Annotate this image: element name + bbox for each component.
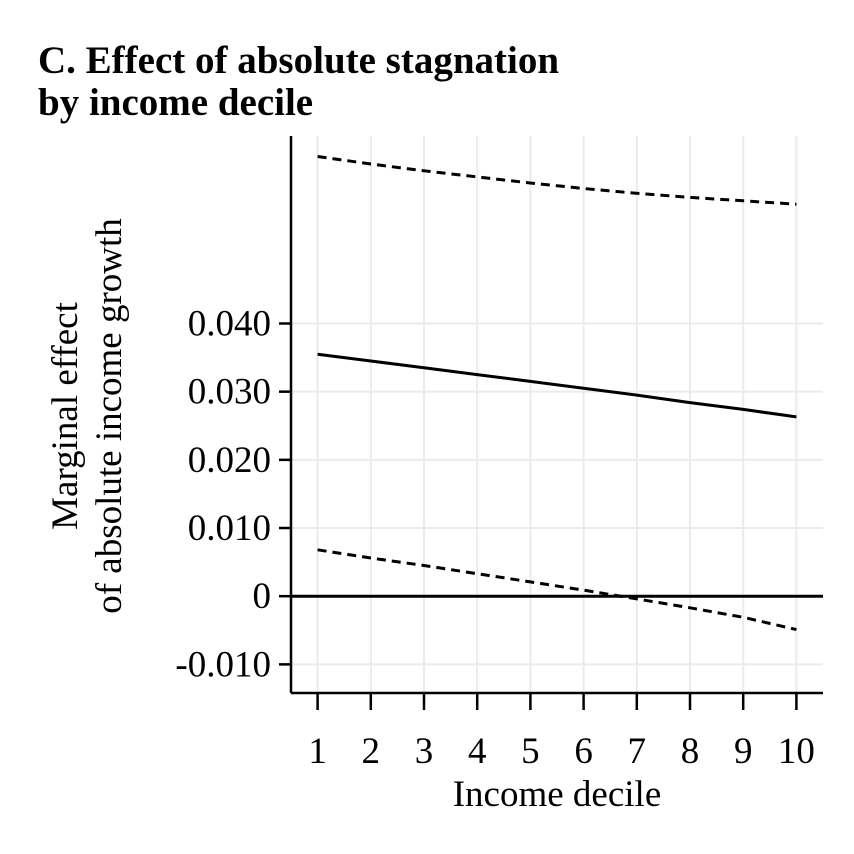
- lower-bound-line: [317, 548, 797, 632]
- y-axis-label-line-1: Marginal effect: [45, 301, 86, 529]
- y-axis-label-line-2: of absolute income growth: [89, 218, 130, 614]
- x-tick-label: 4: [468, 731, 487, 772]
- x-tick-label: 7: [628, 731, 647, 772]
- y-tick-label: 0: [253, 576, 272, 617]
- y-axis-label: Marginal effect of absolute income growt…: [45, 218, 130, 614]
- x-axis-label: Income decile: [453, 774, 662, 815]
- upper-bound-line: [317, 155, 797, 206]
- y-tick-label: -0.010: [175, 644, 271, 685]
- x-tick-label: 2: [362, 731, 381, 772]
- x-tick-label: 10: [778, 731, 815, 772]
- grid: [291, 136, 823, 693]
- chart-title: C. Effect of absolute stagnation by inco…: [38, 40, 818, 124]
- chart-title-line-1: C. Effect of absolute stagnation: [38, 39, 560, 82]
- estimate-line: [317, 352, 797, 419]
- x-tick-label: 1: [308, 731, 327, 772]
- x-axis-ticks: 1 2 3 4 5 6 7 8 9 10: [308, 693, 815, 772]
- y-tick-label: 0.020: [188, 440, 271, 481]
- y-tick-label: 0.030: [188, 372, 271, 413]
- chart-title-line-2: by income decile: [38, 81, 314, 124]
- y-axis-ticks: -0.010 0 0.010 0.020 0.030 0.040: [175, 303, 291, 685]
- x-tick-label: 5: [521, 731, 540, 772]
- axes: [289, 136, 823, 695]
- y-tick-label: 0.040: [188, 303, 271, 344]
- x-tick-label: 9: [734, 731, 753, 772]
- series-group: [291, 155, 823, 632]
- x-tick-label: 8: [681, 731, 700, 772]
- x-tick-label: 3: [415, 731, 434, 772]
- y-tick-label: 0.010: [188, 508, 271, 549]
- x-tick-label: 6: [574, 731, 593, 772]
